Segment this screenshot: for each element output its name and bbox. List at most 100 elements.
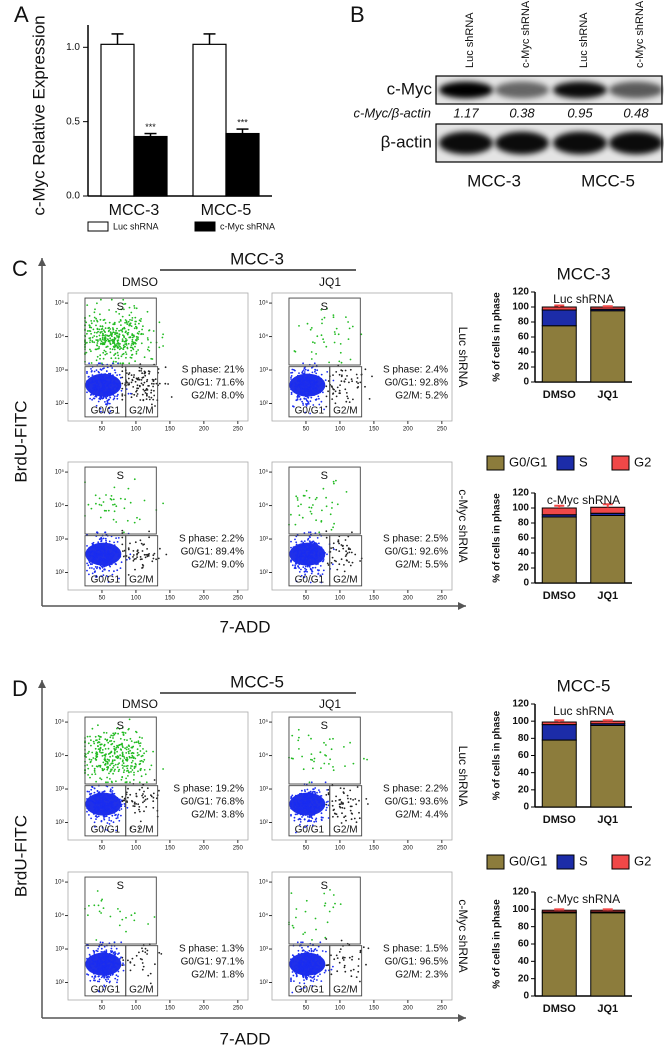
event-dot xyxy=(134,320,137,323)
event-dot xyxy=(294,523,297,526)
event-dot xyxy=(135,307,138,310)
gate xyxy=(125,945,159,997)
event-dot xyxy=(290,375,293,377)
event-dot xyxy=(88,961,91,963)
event-dot xyxy=(297,969,299,971)
event-dot xyxy=(118,963,121,965)
x-tick-label: 250 xyxy=(233,596,244,602)
row-label: Luc shRNA xyxy=(456,746,470,807)
event-dot xyxy=(90,332,92,335)
phase-stat: G0/G1: 71.6% xyxy=(181,377,244,388)
event-dot xyxy=(116,569,119,572)
event-dot xyxy=(158,789,160,792)
event-dot xyxy=(134,345,136,348)
event-dot xyxy=(98,334,101,337)
event-dot xyxy=(152,554,155,557)
event-dot xyxy=(319,391,322,394)
event-dot xyxy=(135,335,138,338)
event-dot xyxy=(314,973,316,976)
event-dot xyxy=(86,810,88,813)
event-dot xyxy=(326,562,329,565)
event-dot xyxy=(290,546,292,549)
event-dot xyxy=(158,346,161,349)
event-dot xyxy=(150,396,153,399)
event-dot xyxy=(306,824,309,827)
event-dot xyxy=(116,387,118,389)
x-tick-label: 200 xyxy=(199,596,210,602)
event-dot xyxy=(290,980,292,983)
event-dot xyxy=(106,552,109,555)
event-dot xyxy=(106,403,108,405)
event-dot xyxy=(110,734,113,737)
event-dot xyxy=(138,736,141,739)
event-dot xyxy=(104,565,107,567)
event-dot xyxy=(111,956,114,959)
event-dot xyxy=(359,951,362,954)
event-dot xyxy=(295,555,298,558)
event-dot xyxy=(312,798,315,801)
event-dot xyxy=(301,560,304,562)
event-dot xyxy=(312,976,315,979)
legend-label: G0/G1 xyxy=(509,853,547,868)
event-dot xyxy=(128,323,131,325)
event-dot xyxy=(146,337,149,339)
event-dot xyxy=(359,980,361,983)
event-dot xyxy=(118,348,121,351)
event-dot xyxy=(138,808,140,811)
event-dot xyxy=(133,919,136,922)
event-dot xyxy=(343,380,346,383)
event-dot xyxy=(313,948,316,951)
event-dot xyxy=(140,775,143,778)
event-dot xyxy=(96,809,99,812)
event-dot xyxy=(290,513,292,516)
event-dot xyxy=(297,964,299,967)
event-dot xyxy=(103,794,106,797)
event-dot xyxy=(296,813,298,816)
y-tick-label: 10² xyxy=(259,570,268,576)
gate-label: G0/G1 xyxy=(91,575,121,586)
event-dot xyxy=(104,972,107,974)
event-dot xyxy=(301,546,304,549)
event-dot xyxy=(296,957,299,960)
event-dot xyxy=(102,953,105,955)
event-dot xyxy=(115,813,117,816)
event-dot xyxy=(153,779,156,781)
y-tick-label: 10³ xyxy=(259,368,268,374)
event-dot xyxy=(96,751,98,754)
event-dot xyxy=(133,803,136,805)
event-dot xyxy=(96,555,99,558)
event-dot xyxy=(296,547,299,550)
event-dot xyxy=(96,382,99,384)
event-dot xyxy=(97,400,100,403)
event-dot xyxy=(303,789,306,791)
event-dot xyxy=(365,798,368,800)
event-dot xyxy=(302,394,305,396)
event-dot xyxy=(142,748,144,750)
event-dot xyxy=(299,398,302,401)
event-dot xyxy=(319,384,322,387)
event-dot xyxy=(89,735,91,738)
event-dot xyxy=(126,323,129,325)
event-dot xyxy=(94,375,97,377)
event-dot xyxy=(302,385,305,387)
event-dot xyxy=(125,356,127,359)
event-dot xyxy=(113,338,116,340)
event-dot xyxy=(94,735,97,738)
event-dot xyxy=(302,814,304,817)
event-dot xyxy=(97,330,99,333)
event-dot xyxy=(86,304,89,306)
event-dot xyxy=(113,770,116,772)
event-dot xyxy=(120,803,123,806)
ratio-label: c-Myc/β-actin xyxy=(354,105,432,120)
event-dot xyxy=(92,397,95,400)
event-dot xyxy=(299,375,302,378)
y-tick-label: 0 xyxy=(523,377,529,388)
event-dot xyxy=(324,970,327,972)
event-dot xyxy=(134,757,137,760)
event-dot xyxy=(92,544,94,547)
event-dot xyxy=(365,963,367,966)
event-dot xyxy=(318,961,321,964)
event-dot xyxy=(322,816,324,819)
x-tick-label: DMSO xyxy=(543,590,576,602)
lane-label: c-Myc shRNA xyxy=(520,0,532,68)
